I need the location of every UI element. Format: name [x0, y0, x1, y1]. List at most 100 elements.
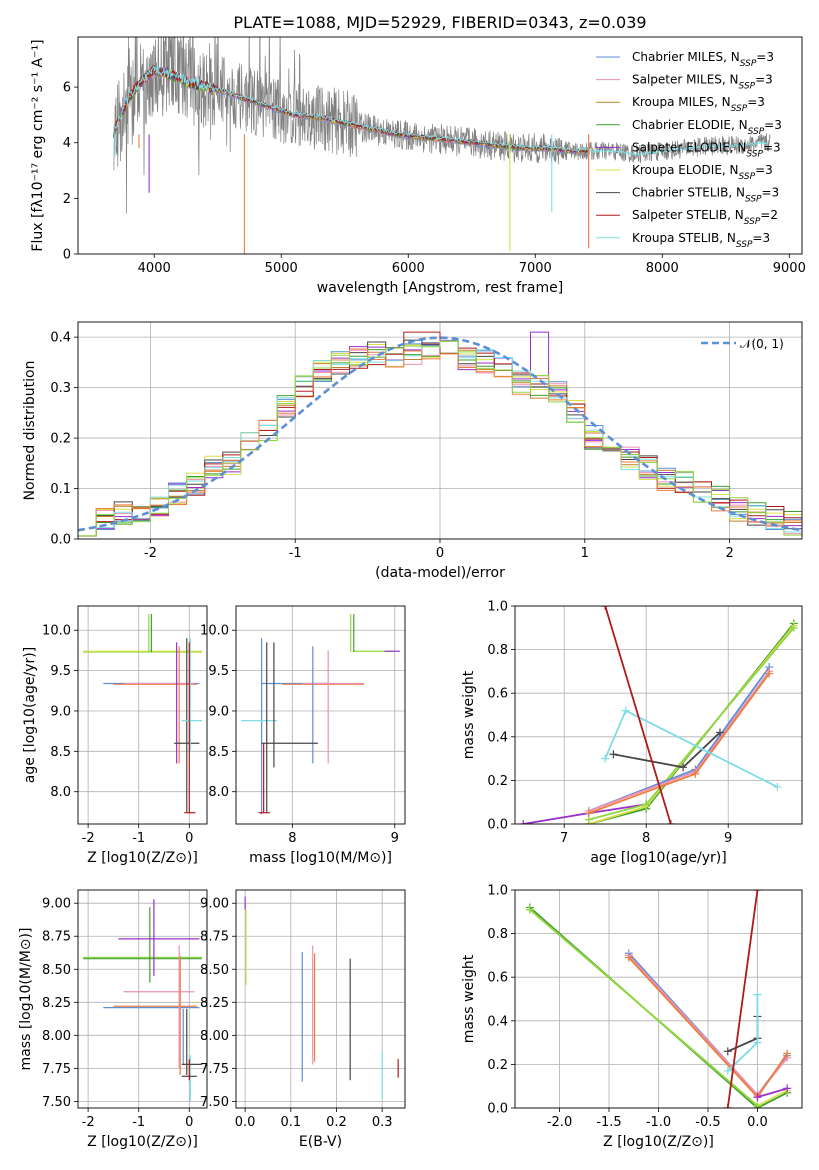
- y-tick-label: 9.00: [200, 897, 229, 912]
- age_vs_Z-plot-area: [78, 606, 207, 824]
- legend-subscript: SSP: [739, 172, 756, 182]
- x-tick-label: -1: [132, 1115, 145, 1130]
- x-tick-label: -2: [82, 831, 95, 846]
- legend-suffix: =3: [756, 50, 774, 64]
- mass-weight-point: [621, 706, 630, 715]
- y-tick-label: 2: [63, 192, 71, 207]
- y-tick-label: 0.6: [487, 971, 508, 986]
- residuals-frame: [77, 321, 803, 540]
- y-tick-label: 0.2: [487, 1058, 508, 1073]
- x-tick-label: 7000: [519, 261, 552, 276]
- mass-weight-point: [753, 890, 762, 894]
- x-tick-label: 7: [560, 831, 568, 846]
- y-tick-label: 10.0: [42, 624, 71, 639]
- y-tick-label: 10.0: [200, 624, 229, 639]
- mass-weight-point: [723, 1066, 732, 1075]
- age_vs_mass-frame: [235, 605, 406, 825]
- y-tick-label: 8.25: [42, 996, 71, 1011]
- age_vs_mass-plot-area: [236, 606, 405, 824]
- x-tick-label: 0: [185, 1115, 193, 1130]
- spectrum-axes: 4000 5000 6000 7000 8000 9000 0 2 4 6 wavelength […: [30, 36, 806, 296]
- mass-weight-point: [584, 809, 593, 818]
- x-tick-label: -1.0: [646, 1115, 671, 1130]
- y-tick-label: 0.8: [487, 643, 508, 658]
- mass-weight-line: [529, 908, 759, 1107]
- y-axis-label: Flux [fλ10⁻¹⁷ erg cm⁻² s⁻¹ A⁻¹]: [30, 39, 46, 251]
- mass-weight-line: [757, 1087, 788, 1098]
- y-tick-label: 1.0: [487, 600, 508, 615]
- y-tick-label: 9.00: [42, 897, 71, 912]
- y-tick-label: 8.5: [208, 745, 229, 760]
- age_vs_Z-frame: [77, 605, 208, 825]
- y-tick-label: 0.0: [487, 818, 508, 833]
- mass-weight-point: [783, 1049, 792, 1058]
- legend-label: Salpeter STELIB, NSSP=2: [632, 208, 778, 227]
- legend-suffix: =3: [764, 118, 782, 132]
- y-tick-label: 7.50: [200, 1095, 229, 1110]
- y-tick-label: 9.5: [50, 664, 71, 679]
- legend-label: Chabrier MILES, NSSP=3: [632, 50, 774, 69]
- legend-label: Kroupa STELIB, NSSP=3: [632, 231, 770, 250]
- mass-weight-point: [642, 800, 651, 809]
- weight_vs_Z-frame: [514, 889, 803, 1109]
- residual-histogram-step: [78, 348, 802, 537]
- x-tick-label: -1: [132, 831, 145, 846]
- x-tick-label: 8: [642, 831, 650, 846]
- figure-title: PLATE=1088, MJD=52929, FIBERID=0343, z=0…: [233, 13, 646, 32]
- x-tick-label: 0.3: [372, 1115, 393, 1130]
- mass-weight-line: [588, 670, 770, 812]
- x-axis-label: Z [log10(Z/Z⊙)]: [87, 850, 198, 866]
- legend-subscript: SSP: [739, 82, 756, 92]
- legend-label: Kroupa ELODIE, NSSP=3: [632, 163, 773, 182]
- x-tick-label: 0.1: [280, 1115, 301, 1130]
- y-tick-label: 0: [63, 248, 71, 263]
- spectrum-plot-area: [113, 37, 771, 254]
- x-tick-label: 5000: [265, 261, 298, 276]
- x-tick-label: 9000: [773, 261, 806, 276]
- legend-label: Kroupa MILES, NSSP=3: [632, 95, 765, 114]
- weight_vs_age-axes: 7 8 9 0.0 0.2 0.4 0.6 0.8 1.0 age [log10(age/yr)]…: [461, 600, 803, 866]
- y-tick-label: 7.75: [42, 1062, 71, 1077]
- legend-suffix: =3: [747, 95, 765, 109]
- x-axis-label: mass [log10(M/M⊙)]: [249, 850, 392, 866]
- age_vs_Z-axes: -2 -1 0 8.0 8.5 9.0 9.5 10.0 Z [log10(Z/Z⊙)] age …: [22, 605, 208, 866]
- x-tick-label: -2: [82, 1115, 95, 1130]
- y-axis-label: Normed distribution: [22, 361, 38, 501]
- legend-suffix: =3: [752, 231, 770, 245]
- mass-weight-line: [604, 606, 672, 824]
- y-tick-label: 0.4: [487, 730, 508, 745]
- y-tick-label: 7.75: [200, 1062, 229, 1077]
- weight_vs_Z-axes: -2.0 -1.5 -1.0 -0.5 0.0 0.0 0.2 0.4 0.6 0.8 1.0 Z […: [461, 884, 803, 1150]
- legend-suffix: =2: [760, 208, 778, 222]
- legend-subscript: SSP: [736, 240, 753, 250]
- y-tick-label: 8.50: [200, 963, 229, 978]
- y-tick-label: 0.4: [487, 1014, 508, 1029]
- legend-subscript: SSP: [745, 195, 762, 205]
- y-axis-label: mass weight: [461, 954, 477, 1043]
- x-tick-label: 9: [391, 831, 399, 846]
- legend-label: 𝒩(0, 1): [740, 337, 784, 351]
- y-tick-label: 9.5: [208, 664, 229, 679]
- mass_vs_ebv-axes: 0.0 0.1 0.2 0.3 7.50 7.75 8.00 8.25 8.50 8.75 9.00…: [200, 889, 406, 1150]
- x-axis-label: age [log10(age/yr)]: [590, 850, 726, 866]
- residual-histogram-step: [78, 340, 802, 537]
- legend-label: Chabrier STELIB, NSSP=3: [632, 186, 779, 205]
- weight_vs_age-plot-area: [515, 606, 802, 824]
- y-tick-label: 1.0: [487, 884, 508, 899]
- weight_vs_age-frame: [514, 605, 803, 825]
- residuals-axes: -2 -1 0 1 2 0.0 0.1 0.2 0.3 0.4 (data-model)/error…: [22, 321, 803, 581]
- x-axis-label: Z [log10(Z/Z⊙)]: [87, 1134, 198, 1150]
- x-tick-label: 0: [436, 546, 444, 561]
- x-axis-label: Z [log10(Z/Z⊙)]: [603, 1134, 714, 1150]
- mass-weight-point: [601, 754, 610, 763]
- x-tick-label: -1: [289, 546, 302, 561]
- y-tick-label: 0.0: [50, 533, 71, 548]
- mass-weight-point: [716, 728, 724, 737]
- mass_vs_Z-axes: -2 -1 0 7.50 7.75 8.00 8.25 8.50 8.75 9.00 Z [log1…: [18, 889, 208, 1150]
- mass_vs_Z-frame: [77, 889, 208, 1109]
- mass_vs_ebv-plot-area: [236, 890, 405, 1108]
- residuals-plot-area: [78, 322, 802, 539]
- y-tick-label: 0.3: [50, 381, 71, 396]
